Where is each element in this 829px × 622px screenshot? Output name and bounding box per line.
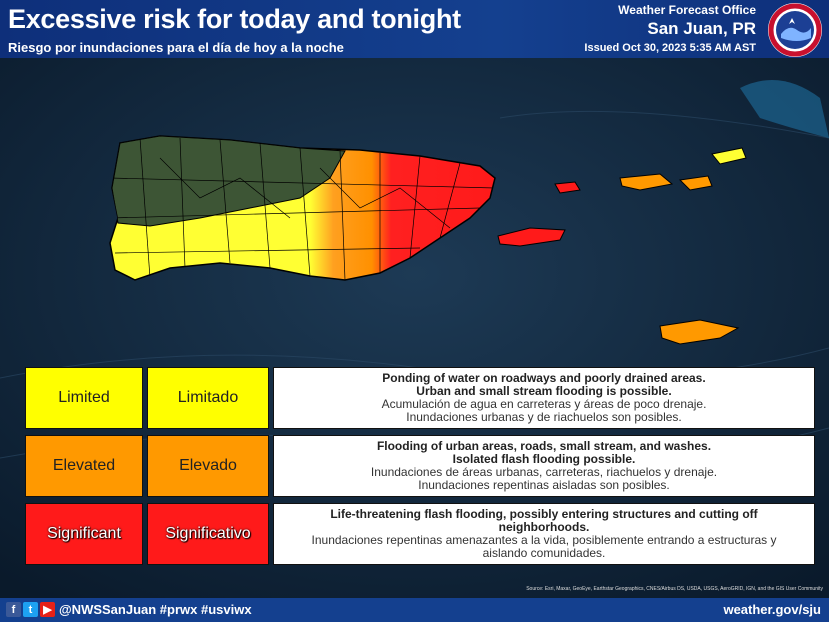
level-es-limited: Limitado (147, 367, 269, 429)
desc-significant: Life-threatening flash flooding, possibl… (273, 503, 815, 565)
desc-es-line: Inundaciones repentinas aisladas son pos… (418, 478, 670, 492)
desc-es-line: Inundaciones urbanas y de riachuelos son… (406, 410, 682, 424)
desc-en-line: Life-threatening flash flooding, possibl… (330, 507, 758, 521)
page-title: Excessive risk for today and tonight (8, 4, 461, 34)
twitter-icon[interactable]: t (23, 602, 38, 617)
vieques-culebra (497, 181, 581, 247)
facebook-icon[interactable]: f (6, 602, 21, 617)
office-city: San Juan, PR (647, 19, 756, 38)
desc-elevated: Flooding of urban areas, roads, small st… (273, 435, 815, 497)
legend-row-elevated: Elevated Elevado Flooding of urban areas… (25, 435, 815, 499)
social-icons: f t ▶ (6, 602, 55, 617)
desc-es-line: Acumulación de agua en carreteras y área… (381, 397, 707, 411)
legend-row-limited: Limited Limitado Ponding of water on roa… (25, 367, 815, 431)
level-es-significant: Significativo (147, 503, 269, 565)
desc-es-line: aislando comunidades. (482, 546, 606, 560)
level-en-elevated: Elevated (25, 435, 143, 497)
desc-limited: Ponding of water on roadways and poorly … (273, 367, 815, 429)
youtube-icon[interactable]: ▶ (40, 602, 55, 617)
page-subtitle: Riesgo por inundaciones para el día de h… (8, 40, 344, 55)
legend-row-significant: Significant Significativo Life-threateni… (25, 503, 815, 567)
level-en-significant: Significant (25, 503, 143, 565)
website-link[interactable]: weather.gov/sju (723, 602, 821, 617)
shallow-reef (740, 80, 829, 138)
desc-es-line: Inundaciones de áreas urbanas, carretera… (370, 465, 718, 479)
desc-en-line: Urban and small stream flooding is possi… (416, 384, 672, 398)
map-credits: Source: Esri, Maxar, GeoEye, Earthstar G… (526, 586, 823, 592)
desc-en-line: Ponding of water on roadways and poorly … (382, 371, 706, 385)
office-info: Weather Forecast Office San Juan, PR Iss… (584, 3, 756, 54)
puerto-rico (109, 135, 496, 281)
issued-time: Issued Oct 30, 2023 5:35 AM AST (584, 42, 756, 54)
social-handle: @NWSSanJuan #prwx #usviwx (59, 602, 252, 617)
desc-en-line: Flooding of urban areas, roads, small st… (376, 439, 712, 453)
level-es-elevated: Elevado (147, 435, 269, 497)
header-bar: Excessive risk for today and tonight Rie… (0, 0, 829, 58)
footer-bar: f t ▶ @NWSSanJuan #prwx #usviwx weather.… (0, 598, 829, 622)
nws-logo-icon (768, 3, 822, 57)
virgin-islands (619, 147, 747, 345)
desc-en-line: Isolated flash flooding possible. (452, 452, 636, 466)
level-en-limited: Limited (25, 367, 143, 429)
office-line: Weather Forecast Office (618, 3, 756, 17)
desc-en-line: neighborhoods. (498, 520, 590, 534)
desc-es-line: Inundaciones repentinas amenazantes a la… (311, 533, 777, 547)
